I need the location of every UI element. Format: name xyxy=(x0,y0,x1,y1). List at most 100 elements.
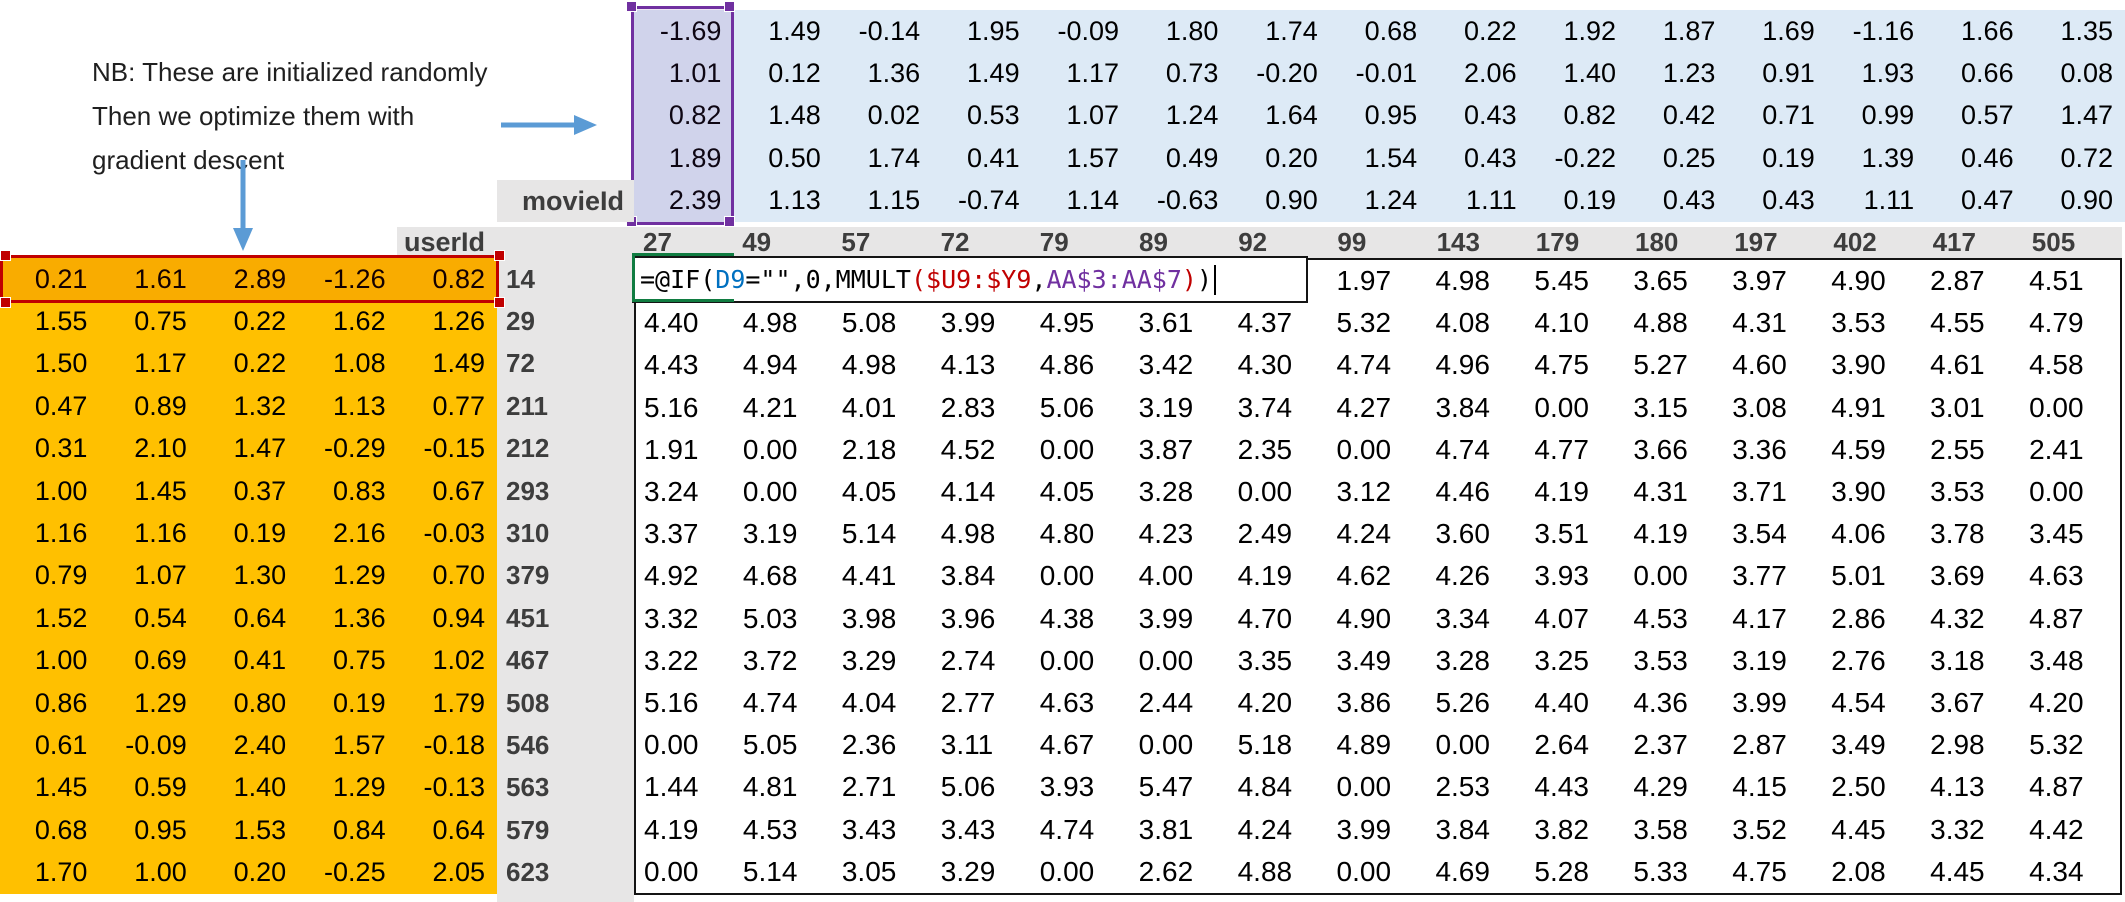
user-factor-cell[interactable]: 0.95 xyxy=(134,814,187,845)
movie-factor-cell[interactable]: 1.07 xyxy=(1066,100,1119,131)
rating-cell[interactable]: 4.19 xyxy=(1633,518,1688,550)
rating-cell[interactable]: 4.98 xyxy=(841,349,897,381)
movie-id-header-cell[interactable]: 49 xyxy=(742,227,772,257)
movie-factor-cell[interactable]: 0.91 xyxy=(1762,58,1815,89)
rating-cell[interactable]: 3.08 xyxy=(1732,391,1787,423)
user-factor-cell[interactable]: 1.30 xyxy=(233,560,287,591)
user-id-cell[interactable]: 293 xyxy=(506,475,550,506)
movie-factor-cell[interactable]: 1.23 xyxy=(1662,58,1716,89)
rating-cell[interactable]: 5.14 xyxy=(742,855,798,887)
movie-factor-cell[interactable]: 0.22 xyxy=(1464,15,1517,46)
rating-cell[interactable]: 4.34 xyxy=(2029,855,2084,887)
movie-id-header-cell[interactable]: 57 xyxy=(841,227,871,257)
user-factor-cell[interactable]: 0.20 xyxy=(233,857,287,888)
rating-cell[interactable]: 4.75 xyxy=(1732,855,1787,887)
movie-factor-cell[interactable]: 1.24 xyxy=(1364,185,1418,216)
movie-factor-cell[interactable]: 1.95 xyxy=(967,15,1020,46)
rating-cell[interactable]: 4.90 xyxy=(1831,265,1886,297)
rating-cell[interactable]: 0.00 xyxy=(1039,433,1095,465)
rating-cell[interactable]: 3.69 xyxy=(1930,560,1985,592)
rating-cell[interactable]: 0.00 xyxy=(1138,729,1194,761)
movie-factor-cell[interactable]: 0.08 xyxy=(2060,58,2113,89)
rating-cell[interactable]: 4.15 xyxy=(1732,771,1787,803)
rating-cell[interactable]: 3.53 xyxy=(1831,307,1886,339)
movie-factor-cell[interactable]: 0.82 xyxy=(1563,100,1616,131)
rating-cell[interactable]: 0.00 xyxy=(1039,855,1095,887)
rating-cell[interactable]: 0.00 xyxy=(1336,771,1392,803)
movie-factor-cell[interactable]: 1.74 xyxy=(867,142,921,173)
rating-cell[interactable]: 4.52 xyxy=(940,433,996,465)
user-factor-cell[interactable]: 2.40 xyxy=(233,730,287,761)
user-factor-cell[interactable]: 0.59 xyxy=(134,772,187,803)
rating-cell[interactable]: 4.53 xyxy=(1633,602,1688,634)
rating-cell[interactable]: 3.99 xyxy=(1336,813,1392,845)
movie-factor-cell[interactable]: 0.19 xyxy=(1563,185,1616,216)
rating-cell[interactable]: 5.16 xyxy=(644,391,699,423)
user-factor-cell[interactable]: -0.03 xyxy=(423,518,485,549)
rating-cell[interactable]: 4.31 xyxy=(1732,307,1787,339)
rating-cell[interactable]: 4.59 xyxy=(1831,433,1886,465)
rating-cell[interactable]: 1.97 xyxy=(1336,265,1392,297)
user-factor-cell[interactable]: 1.08 xyxy=(333,348,386,379)
rating-cell[interactable]: 2.74 xyxy=(940,644,996,676)
user-factor-cell[interactable]: 0.22 xyxy=(233,306,287,337)
rating-cell[interactable]: 3.19 xyxy=(1138,391,1194,423)
movie-factor-cell[interactable]: 0.50 xyxy=(768,142,821,173)
rating-cell[interactable]: 4.13 xyxy=(940,349,996,381)
rating-cell[interactable]: 3.96 xyxy=(940,602,996,634)
rating-cell[interactable]: 2.36 xyxy=(841,729,897,761)
movie-factor-cell[interactable]: 0.46 xyxy=(1961,142,2014,173)
user-factor-cell[interactable]: 1.00 xyxy=(34,475,88,506)
rating-cell[interactable]: 5.06 xyxy=(940,771,996,803)
rating-cell[interactable]: 5.47 xyxy=(1138,771,1194,803)
user-id-cell[interactable]: 29 xyxy=(506,306,535,337)
user-factor-cell[interactable]: 1.45 xyxy=(34,772,88,803)
user-factor-cell[interactable]: 1.02 xyxy=(432,645,485,676)
rating-cell[interactable]: 3.90 xyxy=(1831,476,1886,508)
rating-cell[interactable]: 2.64 xyxy=(1534,729,1589,761)
rating-cell[interactable]: 5.14 xyxy=(841,518,897,550)
user-id-cell[interactable]: 379 xyxy=(506,560,550,591)
rating-cell[interactable]: 4.74 xyxy=(742,687,798,719)
movie-factor-cell[interactable]: -0.01 xyxy=(1355,58,1418,89)
rating-cell[interactable]: 2.08 xyxy=(1831,855,1886,887)
user-id-label[interactable]: userId xyxy=(397,227,497,258)
rating-cell[interactable]: 0.00 xyxy=(1237,476,1293,508)
rating-cell[interactable]: 4.69 xyxy=(1435,855,1490,887)
rating-cell[interactable]: 0.00 xyxy=(1138,644,1194,676)
rating-cell[interactable]: 4.36 xyxy=(1633,687,1688,719)
movie-factor-cell[interactable]: 0.43 xyxy=(1464,142,1517,173)
rating-cell[interactable]: 3.93 xyxy=(1039,771,1095,803)
rating-cell[interactable]: 0.00 xyxy=(1039,644,1095,676)
rating-cell[interactable]: 4.92 xyxy=(644,560,699,592)
rating-cell[interactable]: 4.40 xyxy=(644,307,699,339)
rating-cell[interactable]: 4.05 xyxy=(1039,476,1095,508)
movie-id-header-cell[interactable]: 417 xyxy=(1932,227,1976,257)
user-factor-cell[interactable]: 0.47 xyxy=(34,390,88,421)
movie-factor-cell[interactable]: -0.63 xyxy=(1156,185,1219,216)
user-id-cell[interactable]: 451 xyxy=(506,602,550,633)
rating-cell[interactable]: 4.38 xyxy=(1039,602,1095,634)
movie-factor-cell[interactable]: -1.69 xyxy=(659,15,722,46)
user-factor-cell[interactable]: 0.83 xyxy=(333,475,386,506)
rating-cell[interactable]: 3.71 xyxy=(1732,476,1787,508)
rating-cell[interactable]: 2.98 xyxy=(1930,729,1985,761)
user-factor-cell[interactable]: -0.15 xyxy=(423,433,485,464)
user-factor-cell[interactable]: 0.21 xyxy=(34,263,88,294)
user-factor-cell[interactable]: -1.26 xyxy=(324,263,386,294)
movie-factor-cell[interactable]: 0.20 xyxy=(1265,142,1318,173)
movie-factor-cell[interactable]: 1.69 xyxy=(1762,15,1815,46)
rating-cell[interactable]: 4.19 xyxy=(644,813,699,845)
user-factor-cell[interactable]: 0.41 xyxy=(233,645,287,676)
rating-cell[interactable]: 2.50 xyxy=(1831,771,1886,803)
movie-factor-cell[interactable]: 2.06 xyxy=(1464,58,1517,89)
rating-cell[interactable]: 5.32 xyxy=(1336,307,1392,339)
rating-cell[interactable]: 3.43 xyxy=(841,813,897,845)
rating-cell[interactable]: 4.42 xyxy=(2029,813,2084,845)
rating-cell[interactable]: 4.58 xyxy=(2029,349,2084,381)
user-factor-cell[interactable]: 1.32 xyxy=(233,390,287,421)
movie-factor-cell[interactable]: 0.25 xyxy=(1662,142,1716,173)
user-id-cell[interactable]: 508 xyxy=(506,687,550,718)
rating-cell[interactable]: 4.74 xyxy=(1039,813,1095,845)
rating-cell[interactable]: 3.78 xyxy=(1930,518,1985,550)
